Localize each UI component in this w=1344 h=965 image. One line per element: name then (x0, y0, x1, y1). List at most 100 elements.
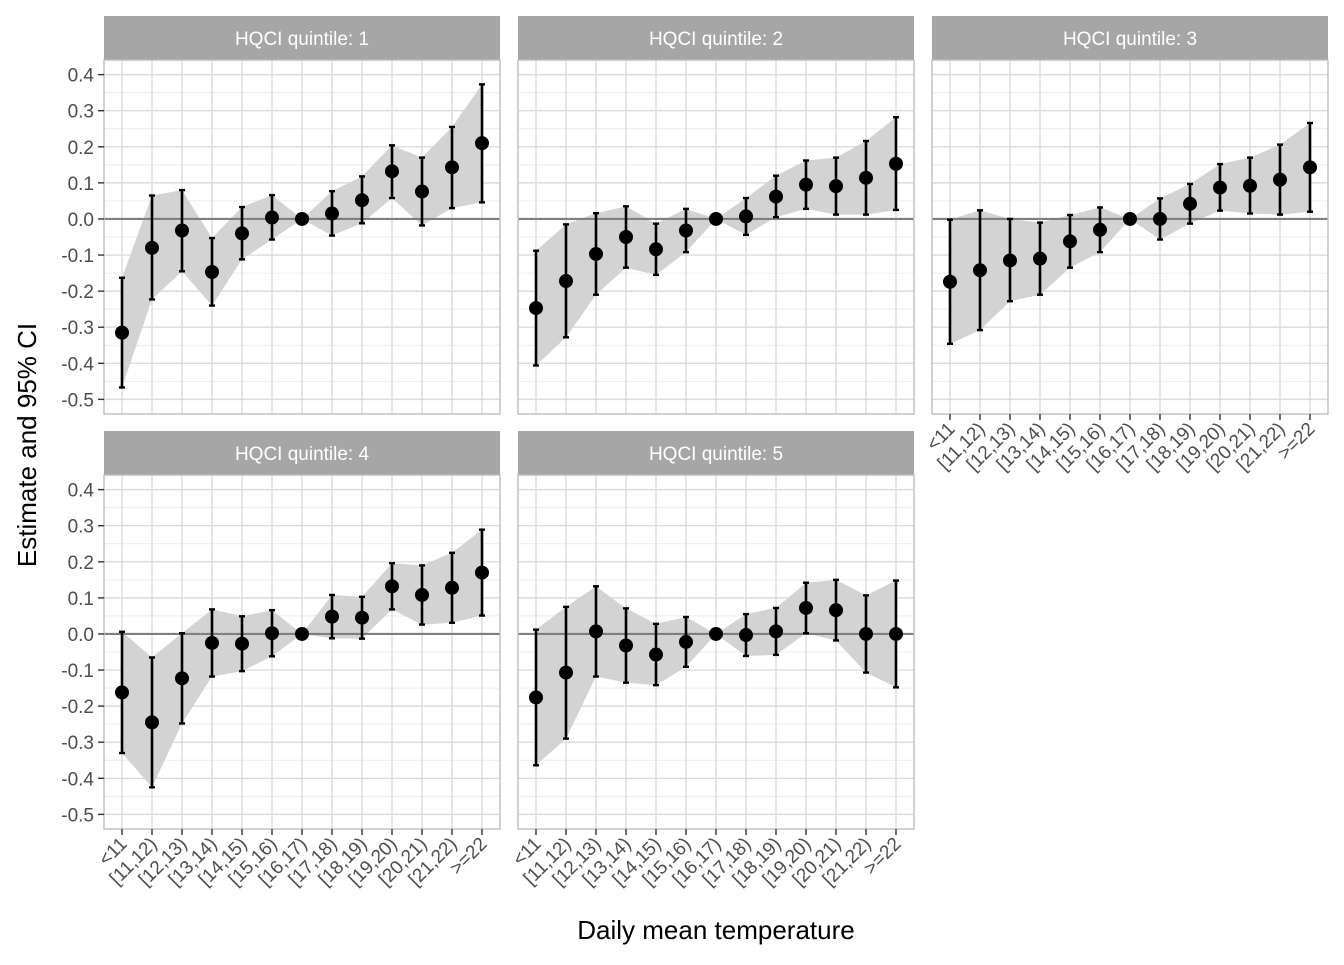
facet-panel-2: HQCI quintile: 2 (517, 16, 915, 415)
estimate-point (589, 624, 603, 639)
facet-strip (104, 431, 500, 475)
estimate-point (589, 246, 603, 261)
estimate-point (415, 184, 429, 199)
y-axis-title: Estimate and 95% CI (12, 323, 42, 567)
y-tick-label: -0.4 (61, 769, 94, 790)
estimate-point (619, 638, 633, 653)
estimate-point (829, 603, 843, 618)
facet-panel-3: HQCI quintile: 3<11[11,12)[12,13)[13,14)… (923, 16, 1329, 475)
facet-strip-label: HQCI quintile: 3 (1063, 29, 1197, 50)
estimate-point (475, 136, 489, 151)
facet-panel-1: HQCI quintile: 1 -0.5 -0.4 -0.3 -0.2 -0.1 0.0 0… (61, 16, 501, 415)
estimate-point (1093, 222, 1107, 237)
y-tick-label: 0.1 (68, 589, 94, 610)
estimate-point (739, 209, 753, 224)
estimate-point (385, 579, 399, 594)
panel-border (517, 59, 915, 415)
estimate-point (679, 634, 693, 649)
estimate-point (973, 263, 987, 278)
x-axis-title: Daily mean temperature (577, 915, 854, 945)
y-tick-label: -0.2 (61, 282, 94, 303)
y-tick-label: 0.3 (68, 102, 94, 123)
facet-strip (932, 16, 1328, 60)
estimate-point (799, 177, 813, 192)
estimate-point (445, 160, 459, 175)
estimate-point (889, 156, 903, 171)
y-tick-label: -0.1 (61, 661, 94, 682)
estimate-point (559, 274, 573, 289)
estimate-point (889, 626, 903, 641)
facet-strip-label: HQCI quintile: 2 (649, 29, 783, 50)
estimate-point (205, 635, 219, 650)
estimate-point (355, 193, 369, 208)
estimate-point (1213, 180, 1227, 195)
estimate-point (445, 580, 459, 595)
estimate-point (265, 626, 279, 641)
facet-strip-label: HQCI quintile: 5 (649, 444, 783, 465)
estimate-point (415, 587, 429, 602)
estimate-point (325, 609, 339, 624)
estimate-point (355, 610, 369, 625)
estimate-point (529, 690, 543, 705)
estimate-point (175, 223, 189, 238)
estimate-point (649, 647, 663, 662)
estimate-point (559, 665, 573, 680)
estimate-point (115, 325, 129, 340)
estimate-point (859, 626, 873, 641)
estimate-point (295, 211, 309, 226)
y-tick-label: 0.0 (68, 210, 94, 231)
facet-strip-label: HQCI quintile: 4 (235, 444, 370, 465)
y-tick-label: 0.2 (68, 138, 94, 159)
facet-strip (518, 431, 914, 475)
panel-border (103, 59, 501, 415)
y-tick-label: 0.3 (68, 517, 94, 538)
y-tick-label: -0.4 (61, 354, 94, 375)
estimate-point (799, 600, 813, 615)
y-tick-label: -0.1 (61, 246, 94, 267)
y-tick-label: -0.5 (61, 805, 94, 826)
estimate-point (325, 206, 339, 221)
estimate-point (679, 223, 693, 238)
estimate-point (235, 226, 249, 241)
estimate-point (1033, 251, 1047, 266)
estimate-point (1243, 178, 1257, 193)
facet-strip-label: HQCI quintile: 1 (235, 29, 369, 50)
estimate-point (145, 240, 159, 255)
facet-panel-4: HQCI quintile: 4 -0.5 -0.4 -0.3 -0.2 -0.1 0.0 0… (61, 431, 501, 890)
y-tick-label: 0.4 (68, 66, 95, 87)
estimate-point (943, 274, 957, 289)
facet-panel-5: HQCI quintile: 5<11[11,12)[12,13)[13,14)… (509, 431, 915, 890)
estimate-point (265, 210, 279, 225)
estimate-point (709, 211, 723, 226)
estimate-point (619, 230, 633, 244)
estimate-point (145, 715, 159, 730)
y-tick-label: -0.2 (61, 697, 94, 718)
estimate-point (859, 170, 873, 185)
estimate-point (295, 626, 309, 641)
estimate-point (1063, 234, 1077, 249)
estimate-point (769, 189, 783, 204)
estimate-point (1303, 160, 1317, 175)
estimate-point (709, 626, 723, 641)
estimate-point (205, 265, 219, 280)
estimate-point (385, 164, 399, 179)
estimate-point (1183, 196, 1197, 211)
estimate-point (175, 671, 189, 686)
estimate-point (1273, 172, 1287, 187)
estimate-point (1153, 211, 1167, 226)
y-tick-label: -0.3 (61, 733, 94, 754)
y-tick-label: 0.1 (68, 174, 94, 195)
estimate-point (739, 628, 753, 643)
estimate-point (235, 636, 249, 651)
y-tick-label: 0.0 (68, 625, 94, 646)
y-tick-label: 0.2 (68, 553, 94, 574)
facet-strip (104, 16, 500, 60)
estimate-point (649, 242, 663, 257)
estimate-point (475, 565, 489, 580)
estimate-point (769, 624, 783, 639)
estimate-point (115, 685, 129, 700)
facet-strip (518, 16, 914, 60)
y-tick-label: -0.3 (61, 318, 94, 339)
